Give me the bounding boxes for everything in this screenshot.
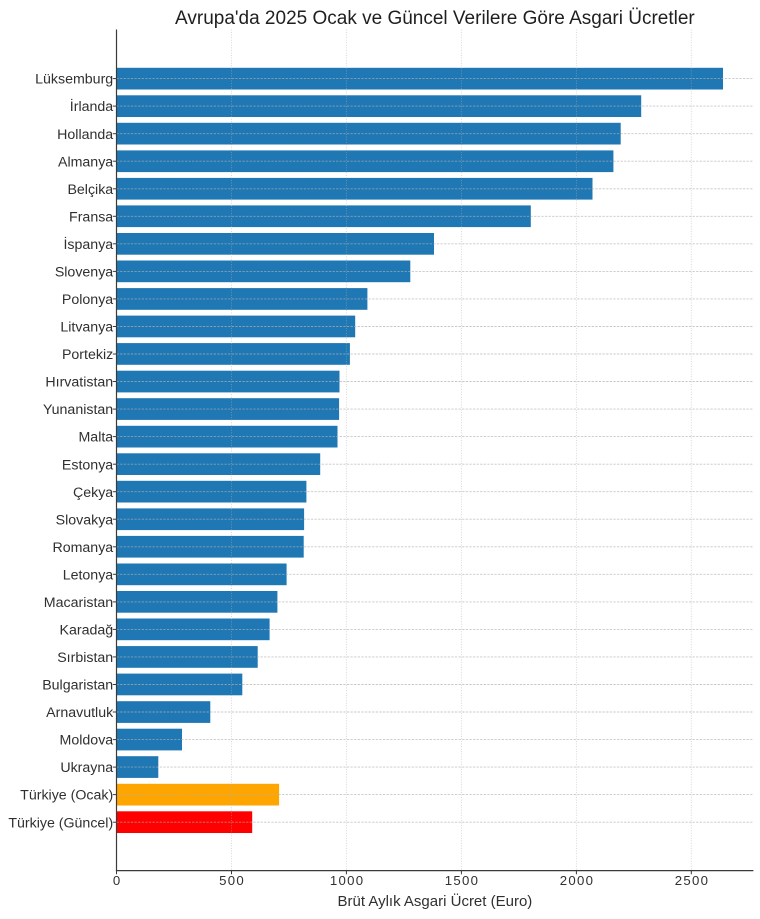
svg-text:Slovakya: Slovakya <box>56 512 114 528</box>
svg-text:Türkiye (Güncel): Türkiye (Güncel) <box>8 815 113 831</box>
svg-text:2000: 2000 <box>560 873 595 888</box>
svg-text:Ukrayna: Ukrayna <box>60 760 113 776</box>
svg-text:Avrupa'da 2025 Ocak ve Güncel: Avrupa'da 2025 Ocak ve Güncel Verilere G… <box>175 8 695 29</box>
svg-text:0: 0 <box>113 873 122 888</box>
svg-text:Karadağ: Karadağ <box>60 623 114 639</box>
svg-text:500: 500 <box>219 873 245 888</box>
svg-text:İspanya: İspanya <box>63 235 113 253</box>
svg-text:1500: 1500 <box>445 873 480 888</box>
svg-text:Slovenya: Slovenya <box>55 265 113 281</box>
svg-text:2500: 2500 <box>675 873 710 888</box>
svg-text:Malta: Malta <box>78 430 113 446</box>
svg-text:Estonya: Estonya <box>62 457 113 473</box>
svg-text:Hollanda: Hollanda <box>57 127 113 143</box>
svg-text:Letonya: Letonya <box>63 567 114 583</box>
svg-text:Litvanya: Litvanya <box>60 320 113 336</box>
svg-text:Moldova: Moldova <box>60 733 114 749</box>
svg-text:İrlanda: İrlanda <box>70 97 113 115</box>
svg-text:Türkiye (Ocak): Türkiye (Ocak) <box>20 788 113 804</box>
svg-text:Çekya: Çekya <box>73 485 113 501</box>
svg-text:Lüksemburg: Lüksemburg <box>35 72 113 88</box>
svg-text:Brüt Aylık Asgari Ücret (Euro): Brüt Aylık Asgari Ücret (Euro) <box>338 892 533 910</box>
svg-text:Sırbistan: Sırbistan <box>57 650 113 666</box>
svg-text:Macaristan: Macaristan <box>44 595 113 611</box>
svg-text:Portekiz: Portekiz <box>62 347 113 363</box>
svg-text:1000: 1000 <box>330 873 365 888</box>
svg-text:Hırvatistan: Hırvatistan <box>45 375 113 391</box>
svg-text:Yunanistan: Yunanistan <box>43 402 113 418</box>
svg-text:Almanya: Almanya <box>58 154 113 170</box>
svg-text:Bulgaristan: Bulgaristan <box>42 678 113 694</box>
svg-text:Polonya: Polonya <box>62 292 113 308</box>
svg-text:Arnavutluk: Arnavutluk <box>46 705 114 721</box>
svg-text:Fransa: Fransa <box>69 209 113 225</box>
svg-text:Romanya: Romanya <box>52 540 113 556</box>
svg-text:Belçika: Belçika <box>67 182 113 198</box>
